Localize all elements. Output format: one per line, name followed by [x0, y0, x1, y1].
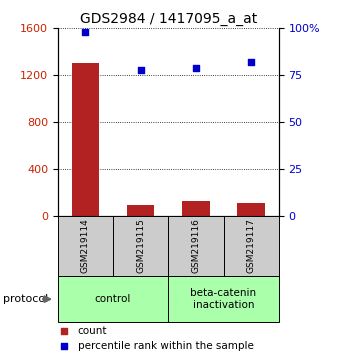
Point — [249, 59, 254, 65]
Bar — [237, 203, 265, 216]
Bar — [182, 201, 210, 216]
Bar — [72, 63, 99, 216]
Bar — [113, 216, 168, 276]
Text: GSM219114: GSM219114 — [81, 219, 90, 273]
Bar — [58, 216, 113, 276]
Bar — [127, 205, 154, 216]
Text: control: control — [95, 294, 131, 304]
Text: percentile rank within the sample: percentile rank within the sample — [78, 341, 254, 350]
Title: GDS2984 / 1417095_a_at: GDS2984 / 1417095_a_at — [80, 12, 257, 26]
Bar — [168, 276, 279, 322]
Text: GSM219116: GSM219116 — [191, 218, 200, 274]
Point — [62, 328, 67, 333]
Bar — [168, 216, 224, 276]
Text: beta-catenin
inactivation: beta-catenin inactivation — [190, 288, 257, 310]
Bar — [224, 216, 279, 276]
Point — [193, 65, 199, 70]
Bar — [58, 276, 168, 322]
Point — [83, 29, 88, 35]
Text: count: count — [78, 326, 107, 336]
Text: GSM219115: GSM219115 — [136, 218, 145, 274]
Text: protocol: protocol — [3, 294, 49, 304]
Point — [138, 67, 143, 73]
Text: GSM219117: GSM219117 — [247, 218, 256, 274]
Point — [62, 343, 67, 348]
